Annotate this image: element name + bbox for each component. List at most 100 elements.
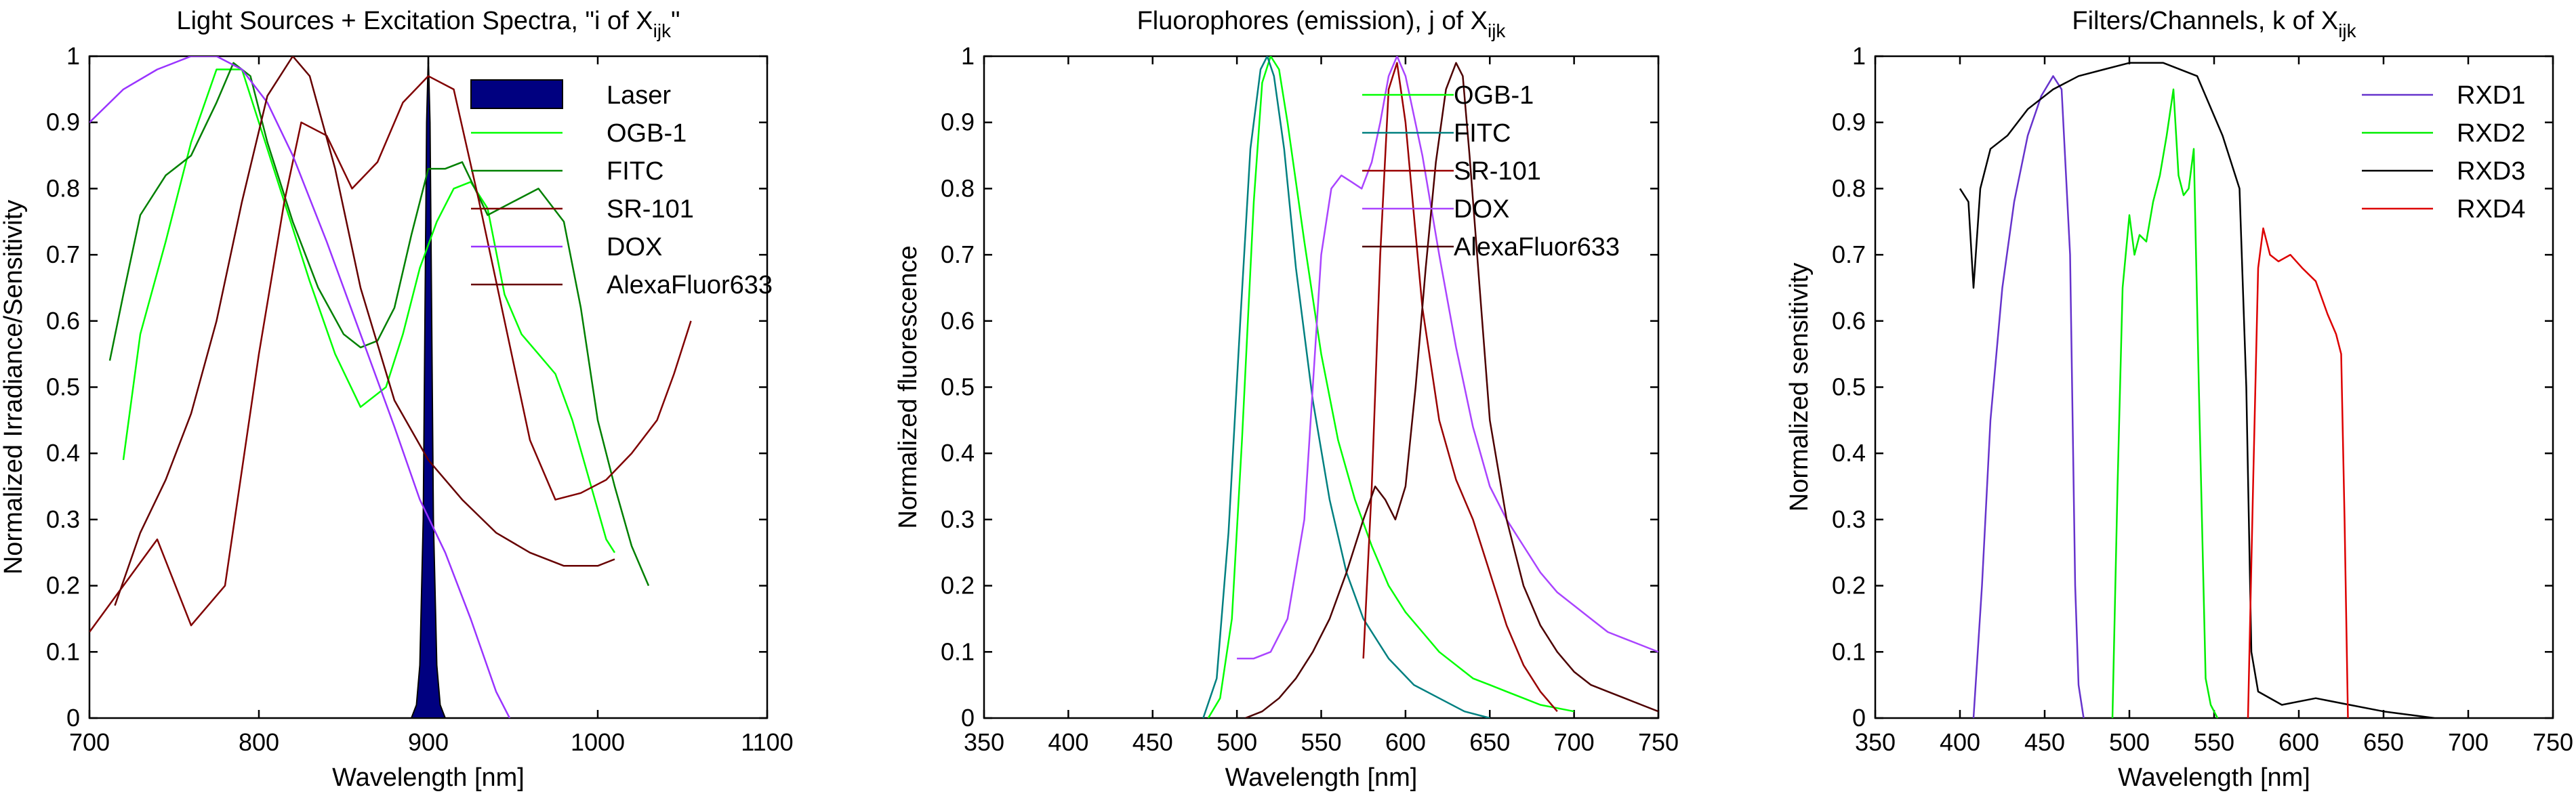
x-tick-label: 450 <box>2024 728 2065 756</box>
y-tick-label: 0.1 <box>46 637 80 665</box>
x-tick-label: 750 <box>2533 728 2573 756</box>
series-dox <box>1237 56 1658 660</box>
chart-title-subscript: ijk <box>2338 20 2356 41</box>
x-tick-label: 700 <box>69 728 110 756</box>
y-tick-label: 0.7 <box>941 240 975 268</box>
plot-area <box>1874 55 2554 719</box>
chart-panel-2: 350 400 450 500 550 600 650 700 750 0 0.1 0.2 0.3 0.4… <box>894 7 1679 792</box>
chart-title: Light Sources + Excitation Spectra, "i o… <box>176 7 680 41</box>
x-tick-label: 400 <box>1048 728 1088 756</box>
x-tick-label: 650 <box>2363 728 2404 756</box>
x-tick-label: 700 <box>2448 728 2489 756</box>
legend-label-ogb-1: OGB-1 <box>1454 81 1534 110</box>
legend: OGB-1 FITC SR-101 DOX AlexaFluor633 <box>1362 81 1620 261</box>
x-tick-label: 600 <box>1385 728 1426 756</box>
x-tick-label: 800 <box>239 728 279 756</box>
y-tick-label: 1 <box>1852 42 1866 70</box>
legend-label-sr-101: SR-101 <box>1454 157 1541 186</box>
x-axis-label: Wavelength [nm] <box>1225 763 1418 792</box>
chart-title-main: Fluorophores (emission), j of X <box>1137 7 1488 35</box>
legend: Laser OGB-1 FITC SR-101 DOX AlexaFluor633 <box>470 79 773 299</box>
y-tick-label: 0.8 <box>941 174 975 202</box>
y-tick-label: 0.3 <box>46 505 80 533</box>
x-tick-label: 350 <box>964 728 1004 756</box>
y-tick-label: 0.4 <box>1832 439 1866 467</box>
x-tick-label: 450 <box>1132 728 1173 756</box>
legend-label-alexafluor633: AlexaFluor633 <box>607 271 773 299</box>
y-tick-label: 0.6 <box>941 307 975 335</box>
chart-title-main: Filters/Channels, k of X <box>2072 7 2338 35</box>
y-tick-label: 0 <box>961 704 975 732</box>
x-tick-label: 350 <box>1855 728 1896 756</box>
legend-label-ogb-1: OGB-1 <box>607 119 687 148</box>
y-tick-label: 0.2 <box>1832 572 1866 600</box>
x-axis-label: Wavelength [nm] <box>2118 763 2310 792</box>
y-tick-label: 0.2 <box>941 572 975 600</box>
y-tick-label: 0.5 <box>46 373 80 401</box>
chart-title: Filters/Channels, k of Xijk <box>2072 7 2356 41</box>
y-tick-label: 0.5 <box>941 373 975 401</box>
legend-label-sr-101: SR-101 <box>607 195 694 224</box>
series-laser <box>410 56 447 718</box>
series-rxd1 <box>1972 75 2085 718</box>
y-tick-label: 0.1 <box>941 637 975 665</box>
y-tick-label: 0.6 <box>1832 307 1866 335</box>
series-fitc <box>108 62 650 587</box>
legend-label-alexafluor633: AlexaFluor633 <box>1454 233 1620 261</box>
x-tick-label: 1100 <box>741 728 793 756</box>
legend-label-laser: Laser <box>607 81 671 110</box>
y-tick-label: 1 <box>66 42 80 70</box>
legend-label-rxd4: RXD4 <box>2457 195 2525 224</box>
series-sr-101 <box>1362 62 1558 713</box>
legend-label-fitc: FITC <box>607 157 663 186</box>
y-tick-label: 0.3 <box>941 505 975 533</box>
series-ogb-1 <box>122 68 616 553</box>
x-tick-label: 900 <box>408 728 449 756</box>
legend-label-dox: DOX <box>607 233 662 261</box>
y-tick-label: 0.8 <box>1832 174 1866 202</box>
y-tick-label: 0 <box>66 704 80 732</box>
x-tick-label: 500 <box>2109 728 2150 756</box>
y-tick-label: 0.9 <box>46 108 80 136</box>
series-rxd2 <box>2111 88 2219 718</box>
series-group <box>1202 56 1658 718</box>
chart-title-main: Light Sources + Excitation Spectra, "i o… <box>176 7 653 35</box>
y-tick-label: 0.9 <box>941 108 975 136</box>
y-tick-label: 0.4 <box>941 439 975 467</box>
y-tick-label: 0.7 <box>46 240 80 268</box>
plot-area <box>983 55 1660 719</box>
y-tick-label: 0.6 <box>46 307 80 335</box>
chart-title-subscript: ijk <box>653 20 672 41</box>
x-tick-label: 500 <box>1217 728 1257 756</box>
y-tick-label: 0.7 <box>1832 240 1866 268</box>
x-tick-label: 750 <box>1638 728 1679 756</box>
legend-label-dox: DOX <box>1454 195 1509 224</box>
y-tick-label: 0 <box>1852 704 1866 732</box>
series-fitc <box>1202 56 1490 718</box>
x-tick-label: 1000 <box>571 728 625 756</box>
y-axis-label: Normalized Irradiance/Sensitivity <box>0 200 28 574</box>
y-tick-label: 0.4 <box>46 439 80 467</box>
y-tick-label: 0.3 <box>1832 505 1866 533</box>
legend-label-rxd1: RXD1 <box>2457 81 2525 110</box>
y-axis-label: Normalized fluorescence <box>894 245 922 528</box>
y-tick-label: 0.1 <box>1832 637 1866 665</box>
x-tick-label: 650 <box>1469 728 1510 756</box>
legend-label-rxd2: RXD2 <box>2457 119 2525 148</box>
series-sr-101 <box>89 75 692 633</box>
series-alexafluor633 <box>1245 62 1658 718</box>
chart-title: Fluorophores (emission), j of Xijk <box>1137 7 1507 41</box>
y-tick-label: 0.5 <box>1832 373 1866 401</box>
series-rxd3 <box>1959 62 2435 718</box>
y-tick-label: 0.9 <box>1832 108 1866 136</box>
series-rxd4 <box>2247 227 2349 718</box>
x-tick-label: 550 <box>1301 728 1341 756</box>
x-tick-label: 600 <box>2278 728 2319 756</box>
chart-panel-1: 700 800 900 1000 1100 0 0.1 0.2 0.3 0.4 0.5 0.6 0.7 0… <box>0 7 794 792</box>
y-tick-label: 0.8 <box>46 174 80 202</box>
x-tick-label: 550 <box>2194 728 2234 756</box>
series-alexafluor633 <box>114 56 615 606</box>
legend-swatch-laser <box>470 79 563 109</box>
x-tick-label: 700 <box>1554 728 1595 756</box>
